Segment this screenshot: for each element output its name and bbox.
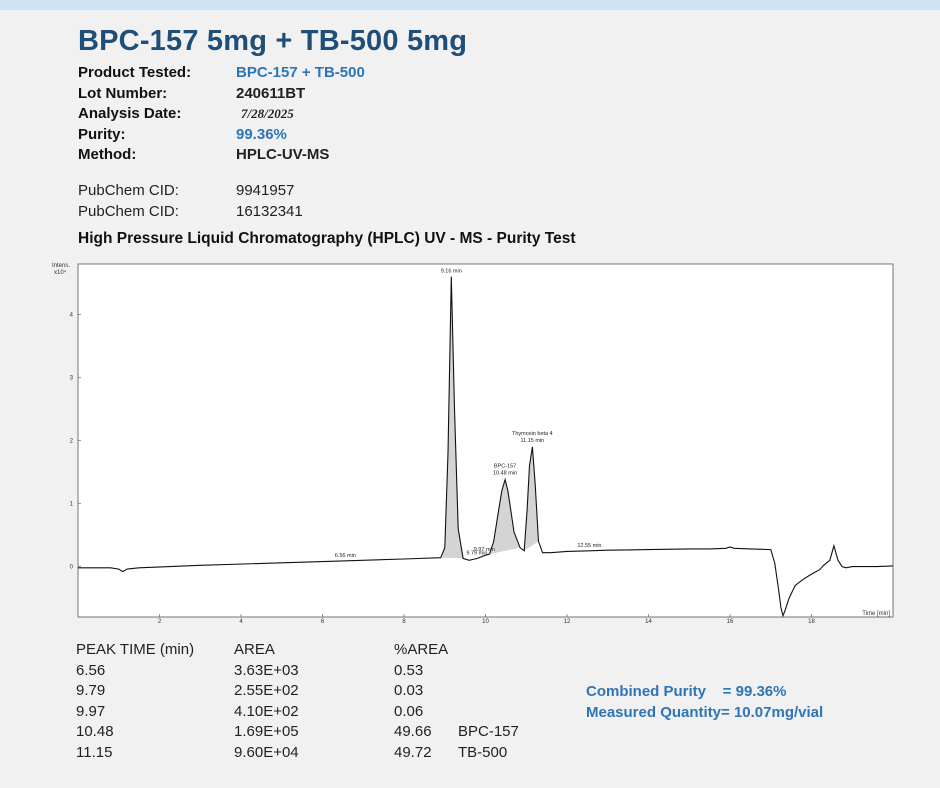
table-row: 11.15 9.60E+04 49.72 TB-500 [76, 743, 578, 764]
table-cell: TB-500 [458, 743, 508, 761]
table-cell: 9.79 [76, 682, 106, 699]
table-cell [458, 702, 578, 723]
pubchem-row: PubChem CID: 16132341 [78, 201, 303, 222]
x-tick-label: 16 [727, 619, 734, 625]
x-axis-label: Time [min] [862, 611, 890, 617]
peak-fill-11-15 [524, 446, 539, 551]
info-row: Analysis Date: 7/28/2025 [78, 104, 365, 125]
x-tick-label: 10 [482, 619, 489, 625]
header-cell: AREA [234, 641, 275, 658]
peak-label: Thymosin beta 4 [512, 431, 553, 437]
table-cell: BPC-157 [458, 723, 519, 740]
y-tick-label: 4 [70, 312, 74, 318]
purity-summary: Combined Purity = 99.36% Measured Quanti… [586, 681, 823, 723]
peak-label: 9.16 min [441, 269, 462, 275]
table-row: 6.56 3.63E+03 0.53 [76, 661, 578, 682]
table-cell: 6.56 [76, 661, 106, 679]
info-label: Analysis Date: [78, 105, 182, 122]
info-value: 240611BT [236, 84, 306, 102]
pubchem-cid: 16132341 [236, 203, 303, 220]
x-tick-label: 4 [239, 619, 243, 625]
table-cell [458, 681, 578, 702]
table-row: 10.48 1.69E+05 49.66 BPC-157 [76, 722, 578, 743]
y-tick-label: 0 [70, 565, 74, 571]
y-axis-unit: x10⁴ [54, 269, 67, 276]
pubchem-info: PubChem CID: 9941957 PubChem CID: 16132341 [78, 180, 303, 222]
table-cell: 3.63E+03 [234, 661, 299, 679]
info-value: 7/28/2025 [241, 106, 294, 121]
x-tick-label: 2 [158, 619, 162, 625]
x-tick-label: 18 [808, 619, 815, 625]
table-cell: 49.72 [394, 743, 432, 761]
table-cell: 10.48 [76, 723, 114, 740]
peak-label: 12.55 min [577, 543, 601, 549]
info-label: Lot Number: [78, 84, 168, 102]
header-cell [458, 640, 578, 661]
info-row: Lot Number: 240611BT [78, 84, 365, 105]
peak-time-label: 11.15 min [520, 438, 544, 444]
pubchem-label: PubChem CID: [78, 182, 179, 199]
table-header: PEAK TIME (min) AREA %AREA [76, 640, 578, 661]
x-tick-label: 8 [402, 619, 406, 625]
top-banner [0, 0, 940, 10]
header-cell: %AREA [394, 641, 449, 658]
y-tick-label: 2 [70, 439, 74, 445]
table-cell: 9.97 [76, 702, 106, 720]
peak-fill-9-16 [440, 276, 464, 559]
table-row: 9.97 4.10E+02 0.06 [76, 702, 578, 723]
info-row: Method: HPLC-UV-MS [78, 145, 365, 166]
chromatogram-trace [78, 276, 894, 618]
table-cell: 49.66 [394, 723, 432, 740]
peak-time-label: 10.48 min [493, 471, 517, 477]
info-value: HPLC-UV-MS [236, 146, 330, 163]
product-info: Product Tested: BPC-157 + TB-500 Lot Numbe… [78, 63, 365, 166]
y-axis-label: Intens. [52, 263, 70, 269]
pubchem-row: PubChem CID: 9941957 [78, 180, 303, 201]
table-cell: 2.55E+02 [234, 682, 299, 699]
table-cell: 4.10E+02 [234, 702, 299, 720]
report-title: BPC-157 5mg + TB-500 5mg [78, 25, 468, 57]
table-row: 9.79 2.55E+02 0.03 [76, 681, 578, 702]
info-label: Purity: [78, 125, 126, 143]
table-cell: 0.06 [394, 702, 424, 720]
table-cell: 0.03 [394, 682, 424, 699]
table-cell [458, 661, 578, 682]
peak-label: 9.97 min [474, 547, 495, 553]
chart-title: High Pressure Liquid Chromatography (HPL… [78, 230, 576, 247]
info-row: Product Tested: BPC-157 + TB-500 [78, 63, 365, 84]
x-tick-label: 6 [321, 619, 325, 625]
x-tick-label: 14 [645, 619, 652, 625]
table-cell: 11.15 [76, 743, 113, 761]
plot-frame [77, 263, 894, 618]
combined-purity: Combined Purity = 99.36% [586, 683, 787, 700]
info-value: 99.36% [236, 125, 287, 143]
info-label: Product Tested: [78, 64, 192, 81]
measured-quantity: Measured Quantity= 10.07mg/vial [586, 704, 824, 721]
peak-fill-10-48 [489, 479, 521, 554]
pubchem-cid: 9941957 [236, 182, 295, 199]
y-tick-label: 1 [70, 502, 74, 508]
pubchem-label: PubChem CID: [78, 203, 179, 220]
info-row: Purity: 99.36% [78, 125, 365, 146]
info-value: BPC-157 + TB-500 [236, 64, 365, 81]
table-cell: 9.60E+04 [234, 743, 299, 761]
peak-table: PEAK TIME (min) AREA %AREA 6.56 3.63E+03 0.53… [76, 640, 578, 763]
peak-label: 6.56 min [335, 553, 356, 559]
table-cell: 0.53 [394, 661, 424, 679]
table-cell: 1.69E+05 [234, 723, 299, 740]
header-cell: PEAK TIME (min) [76, 641, 195, 658]
info-label: Method: [78, 146, 137, 163]
x-tick-label: 12 [564, 619, 571, 625]
peak-label: 9.79 min [466, 550, 487, 556]
y-tick-label: 3 [70, 375, 74, 381]
peak-label: BPC-157 [494, 464, 516, 470]
